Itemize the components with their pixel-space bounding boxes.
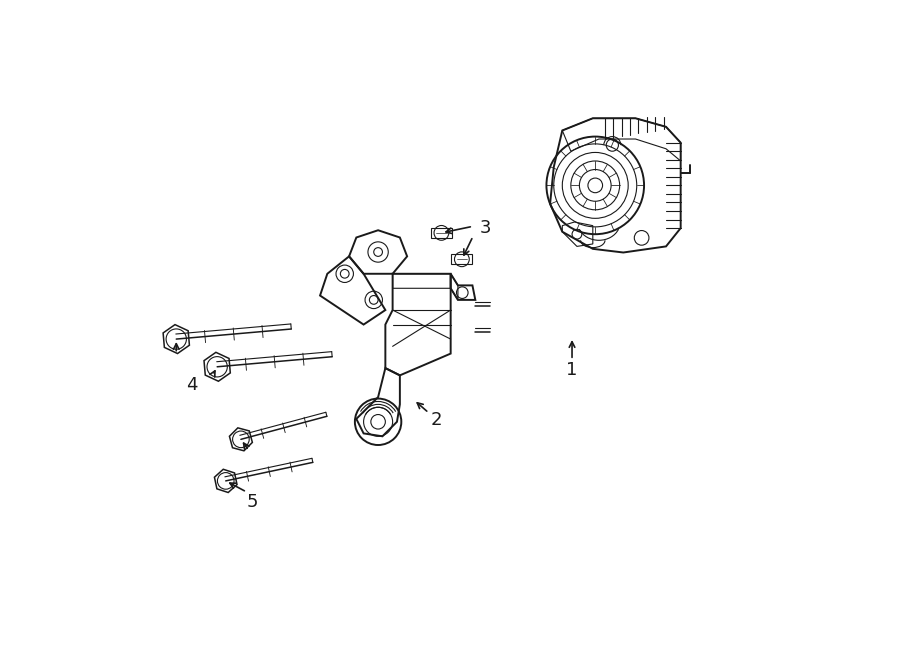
Text: 2: 2 [431, 410, 443, 428]
Text: 4: 4 [185, 375, 197, 393]
Text: 3: 3 [479, 219, 490, 237]
Text: 5: 5 [247, 493, 258, 511]
Text: 1: 1 [566, 361, 578, 379]
